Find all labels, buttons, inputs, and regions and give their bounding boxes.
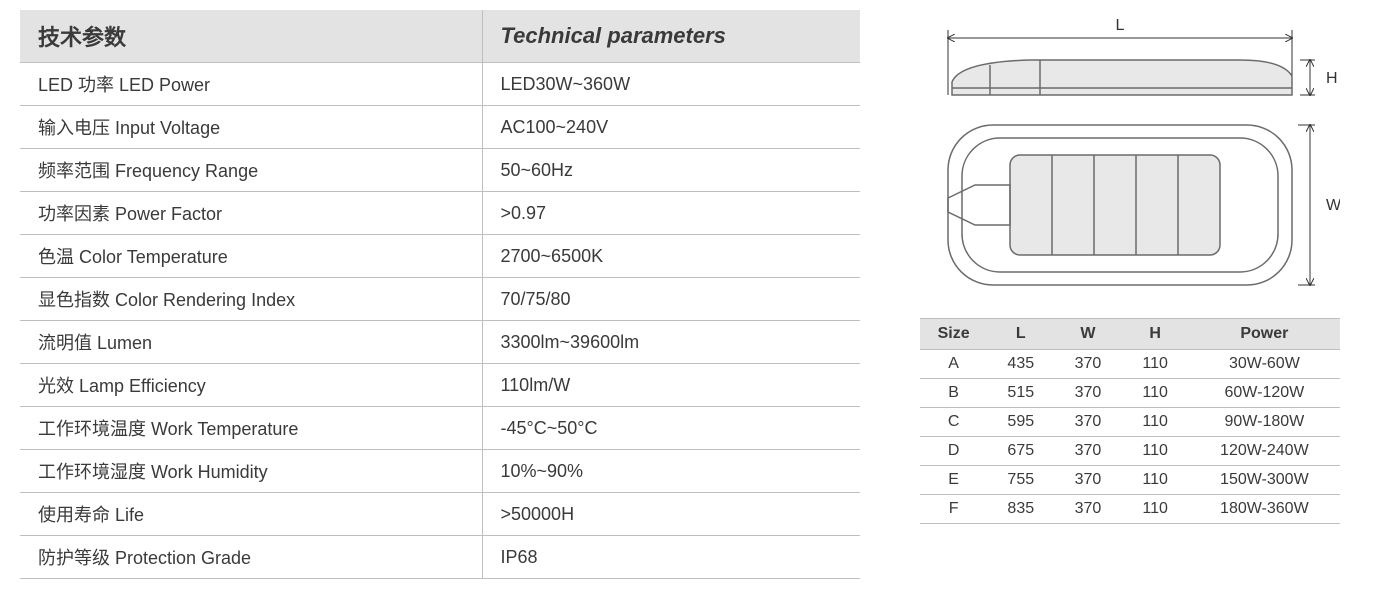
size-row: C59537011090W-180W	[920, 408, 1340, 437]
spec-header-right: Technical parameters	[482, 10, 860, 63]
size-cell: D	[920, 437, 987, 466]
spec-row: 使用寿命 Life>50000H	[20, 493, 860, 536]
size-cell: 110	[1122, 350, 1189, 379]
spec-label: 防护等级 Protection Grade	[20, 536, 482, 579]
dim-label-H: H	[1326, 70, 1338, 87]
spec-label: 工作环境温度 Work Temperature	[20, 407, 482, 450]
size-cell: 370	[1054, 379, 1121, 408]
spec-label: LED 功率 LED Power	[20, 63, 482, 106]
spec-value: AC100~240V	[482, 106, 860, 149]
size-cell: 110	[1122, 437, 1189, 466]
spec-label: 光效 Lamp Efficiency	[20, 364, 482, 407]
plan-view-icon	[948, 125, 1292, 285]
size-cell: C	[920, 408, 987, 437]
size-cell: A	[920, 350, 987, 379]
spec-label: 输入电压 Input Voltage	[20, 106, 482, 149]
spec-value: >0.97	[482, 192, 860, 235]
size-cell: 370	[1054, 350, 1121, 379]
spec-label: 工作环境湿度 Work Humidity	[20, 450, 482, 493]
spec-value: >50000H	[482, 493, 860, 536]
spec-value: 3300lm~39600lm	[482, 321, 860, 364]
side-profile-icon	[952, 60, 1292, 95]
size-cell: 595	[987, 408, 1054, 437]
spec-label: 使用寿命 Life	[20, 493, 482, 536]
spec-row: 色温 Color Temperature2700~6500K	[20, 235, 860, 278]
size-row: B51537011060W-120W	[920, 379, 1340, 408]
size-col-header: W	[1054, 319, 1121, 350]
size-cell: 110	[1122, 466, 1189, 495]
spec-table-container: 技术参数 Technical parameters LED 功率 LED Pow…	[20, 10, 860, 579]
spec-value: 2700~6500K	[482, 235, 860, 278]
spec-table: 技术参数 Technical parameters LED 功率 LED Pow…	[20, 10, 860, 579]
spec-value: 50~60Hz	[482, 149, 860, 192]
spec-row: 工作环境温度 Work Temperature-45°C~50°C	[20, 407, 860, 450]
size-cell: 435	[987, 350, 1054, 379]
size-cell: 90W-180W	[1189, 408, 1340, 437]
spec-label: 频率范围 Frequency Range	[20, 149, 482, 192]
spec-row: 光效 Lamp Efficiency110lm/W	[20, 364, 860, 407]
size-cell: 835	[987, 495, 1054, 524]
spec-header-left: 技术参数	[20, 10, 482, 63]
spec-value: -45°C~50°C	[482, 407, 860, 450]
size-col-header: H	[1122, 319, 1189, 350]
size-row: D675370110120W-240W	[920, 437, 1340, 466]
spec-row: 工作环境湿度 Work Humidity10%~90%	[20, 450, 860, 493]
spec-label: 流明值 Lumen	[20, 321, 482, 364]
size-cell: 150W-300W	[1189, 466, 1340, 495]
size-cell: 110	[1122, 379, 1189, 408]
size-row: F835370110180W-360W	[920, 495, 1340, 524]
size-cell: 370	[1054, 495, 1121, 524]
spec-label: 功率因素 Power Factor	[20, 192, 482, 235]
size-cell: 755	[987, 466, 1054, 495]
size-cell: 370	[1054, 437, 1121, 466]
spec-value: 10%~90%	[482, 450, 860, 493]
size-cell: 110	[1122, 408, 1189, 437]
spec-row: 输入电压 Input VoltageAC100~240V	[20, 106, 860, 149]
size-cell: 370	[1054, 408, 1121, 437]
dimension-diagram-svg: L H	[920, 10, 1340, 300]
size-cell: B	[920, 379, 987, 408]
spec-value: 70/75/80	[482, 278, 860, 321]
spec-value: LED30W~360W	[482, 63, 860, 106]
size-row: E755370110150W-300W	[920, 466, 1340, 495]
size-cell: 515	[987, 379, 1054, 408]
spec-row: 频率范围 Frequency Range50~60Hz	[20, 149, 860, 192]
spec-row: 功率因素 Power Factor>0.97	[20, 192, 860, 235]
size-col-header: Size	[920, 319, 987, 350]
size-cell: 30W-60W	[1189, 350, 1340, 379]
size-cell: F	[920, 495, 987, 524]
size-cell: E	[920, 466, 987, 495]
size-cell: 110	[1122, 495, 1189, 524]
size-row: A43537011030W-60W	[920, 350, 1340, 379]
size-cell: 370	[1054, 466, 1121, 495]
right-column: L H	[920, 10, 1340, 579]
size-cell: 675	[987, 437, 1054, 466]
spec-label: 色温 Color Temperature	[20, 235, 482, 278]
size-cell: 120W-240W	[1189, 437, 1340, 466]
dimension-diagram: L H	[920, 10, 1340, 300]
size-cell: 60W-120W	[1189, 379, 1340, 408]
dim-label-W: W	[1326, 197, 1340, 214]
spec-row: 流明值 Lumen3300lm~39600lm	[20, 321, 860, 364]
size-col-header: Power	[1189, 319, 1340, 350]
spec-label: 显色指数 Color Rendering Index	[20, 278, 482, 321]
size-table: SizeLWHPower A43537011030W-60WB515370110…	[920, 318, 1340, 524]
spec-value: IP68	[482, 536, 860, 579]
spec-row: LED 功率 LED PowerLED30W~360W	[20, 63, 860, 106]
dim-label-L: L	[1116, 17, 1125, 34]
spec-row: 显色指数 Color Rendering Index70/75/80	[20, 278, 860, 321]
size-col-header: L	[987, 319, 1054, 350]
spec-row: 防护等级 Protection GradeIP68	[20, 536, 860, 579]
size-cell: 180W-360W	[1189, 495, 1340, 524]
spec-value: 110lm/W	[482, 364, 860, 407]
